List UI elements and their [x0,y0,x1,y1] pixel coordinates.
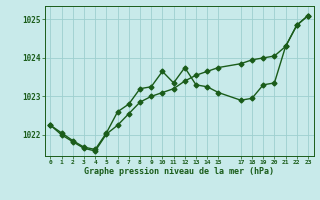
X-axis label: Graphe pression niveau de la mer (hPa): Graphe pression niveau de la mer (hPa) [84,167,274,176]
